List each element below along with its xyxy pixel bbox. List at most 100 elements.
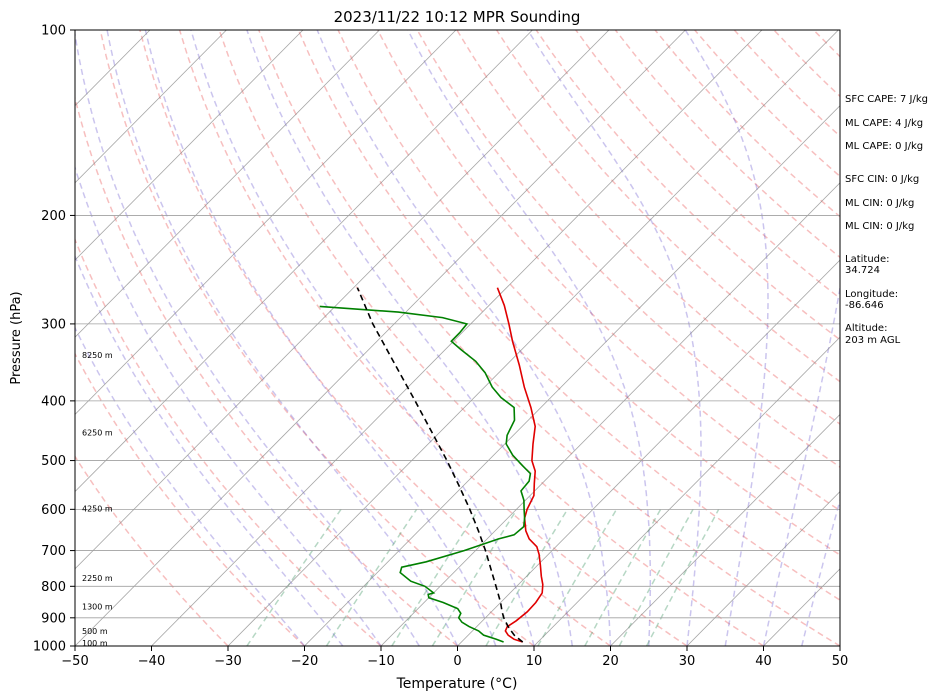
moist-adiabat xyxy=(75,254,344,646)
moist-adiabat xyxy=(762,283,840,646)
series-group xyxy=(319,287,544,643)
dry-adiabat xyxy=(258,30,840,646)
mixing-ratio-line xyxy=(485,508,569,646)
temperature-profile xyxy=(496,287,544,643)
height-label: 6250 m xyxy=(82,428,113,437)
dry-adiabat xyxy=(75,237,382,646)
parcel-path xyxy=(356,287,524,643)
height-label: 1300 m xyxy=(82,602,113,611)
moist-adiabat xyxy=(75,165,382,646)
x-tick-label: −50 xyxy=(61,654,88,669)
isotherm-line xyxy=(75,30,227,184)
moist-adiabat xyxy=(407,30,652,646)
dry-adiabat xyxy=(297,30,840,601)
isotherm-line xyxy=(75,30,533,493)
annotation-text: ML CIN: 0 J/kg xyxy=(845,221,914,232)
moist-adiabat xyxy=(684,30,769,646)
y-tick-label: 500 xyxy=(41,454,66,469)
y-axis: 1000 900 800 700 600 500 400 300 200 100 xyxy=(33,24,75,655)
mixing-ratio-line xyxy=(645,508,720,646)
moist-adiabat xyxy=(246,30,574,646)
isotherm-line xyxy=(227,30,839,646)
y-tick-label: 900 xyxy=(41,611,66,626)
dry-adiabat xyxy=(218,30,764,646)
isotherm-line xyxy=(533,336,840,646)
isotherm-line xyxy=(457,259,840,646)
dry-adiabat xyxy=(139,30,611,646)
mixing-ratio-line xyxy=(584,508,662,646)
annotation-text: 203 m AGL xyxy=(845,335,901,346)
annotation-text: ML CAPE: 0 J/kg xyxy=(845,141,923,152)
x-axis: −50 −40 −30 −20 −10 0 10 20 30 40 50 xyxy=(61,646,848,669)
chart-title: 2023/11/22 10:12 MPR Sounding xyxy=(334,8,581,26)
height-label: 4250 m xyxy=(82,504,113,513)
annotation-text: 34.724 xyxy=(845,265,880,276)
moist-adiabat xyxy=(144,30,497,646)
x-tick-label: −10 xyxy=(367,654,394,669)
mixing-ratio-line xyxy=(431,508,518,646)
moist-adiabat xyxy=(190,30,535,646)
x-tick-label: 40 xyxy=(755,654,772,669)
moist-adiabat xyxy=(75,30,420,646)
y-tick-label: 200 xyxy=(41,209,66,224)
isotherm-line xyxy=(75,30,610,570)
y-tick-label: 800 xyxy=(41,580,66,595)
moist-adiabat xyxy=(801,497,840,646)
dry-adiabat xyxy=(535,30,840,341)
height-label: 100 m xyxy=(82,639,108,648)
dry-adiabat xyxy=(75,95,458,646)
y-tick-label: 700 xyxy=(41,544,66,559)
dry-adiabat xyxy=(495,30,840,383)
height-label: 8250 m xyxy=(82,351,113,360)
isotherm-line xyxy=(610,413,840,646)
annotation-text: Latitude: xyxy=(845,254,890,265)
dry-adiabat xyxy=(377,30,840,512)
isotherm-line xyxy=(75,30,380,338)
annotation-text: -86.646 xyxy=(845,300,884,311)
y-tick-label: 600 xyxy=(41,503,66,518)
height-label: 2250 m xyxy=(82,574,113,583)
dewpoint-profile xyxy=(319,305,532,643)
moist-adiabat xyxy=(527,30,702,646)
y-axis-label: Pressure (hPa) xyxy=(9,291,24,384)
dry-adiabat xyxy=(178,30,688,646)
annotation-text: Altitude: xyxy=(845,323,887,334)
y-tick-label: 400 xyxy=(41,394,66,409)
y-tick-label: 1000 xyxy=(33,640,66,655)
x-tick-label: 0 xyxy=(453,654,461,669)
y-tick-label: 300 xyxy=(41,317,66,332)
dry-adiabat xyxy=(99,30,535,646)
x-tick-label: 30 xyxy=(679,654,696,669)
x-tick-label: −40 xyxy=(138,654,165,669)
moist-adiabat xyxy=(106,30,459,646)
x-tick-label: 10 xyxy=(526,654,543,669)
annotation-text: SFC CAPE: 7 J/kg xyxy=(845,94,928,105)
isotherm-line xyxy=(151,30,763,646)
height-labels: 100 m 500 m 1300 m 2250 m 4250 m 6250 m 8250 m xyxy=(82,351,113,648)
x-tick-label: 20 xyxy=(602,654,619,669)
height-label: 500 m xyxy=(82,627,108,636)
background-lines xyxy=(75,30,840,646)
side-annotations: SFC CAPE: 7 J/kg ML CAPE: 4 J/kg ML CAPE: … xyxy=(845,94,928,346)
isotherm-line xyxy=(304,105,840,646)
x-tick-label: −30 xyxy=(214,654,241,669)
moist-adiabat xyxy=(316,30,612,646)
x-axis-label: Temperature (°C) xyxy=(396,676,518,692)
isotherm-line xyxy=(75,30,686,646)
x-tick-label: 50 xyxy=(832,654,849,669)
y-tick-label: 100 xyxy=(41,24,66,39)
isotherm-line xyxy=(75,30,304,261)
x-tick-label: −20 xyxy=(291,654,318,669)
annotation-text: SFC CIN: 0 J/kg xyxy=(845,174,919,185)
isotherm-line xyxy=(686,491,840,646)
dry-adiabat xyxy=(575,30,840,300)
isotherm-line xyxy=(75,30,457,415)
dry-adiabat xyxy=(75,352,306,646)
annotation-text: Longitude: xyxy=(845,289,898,300)
mixing-ratio-line xyxy=(537,508,618,646)
annotation-text: ML CAPE: 4 J/kg xyxy=(845,118,923,129)
annotation-text: ML CIN: 0 J/kg xyxy=(845,198,914,209)
isotherm-line xyxy=(380,182,840,646)
dry-adiabat xyxy=(337,30,840,556)
